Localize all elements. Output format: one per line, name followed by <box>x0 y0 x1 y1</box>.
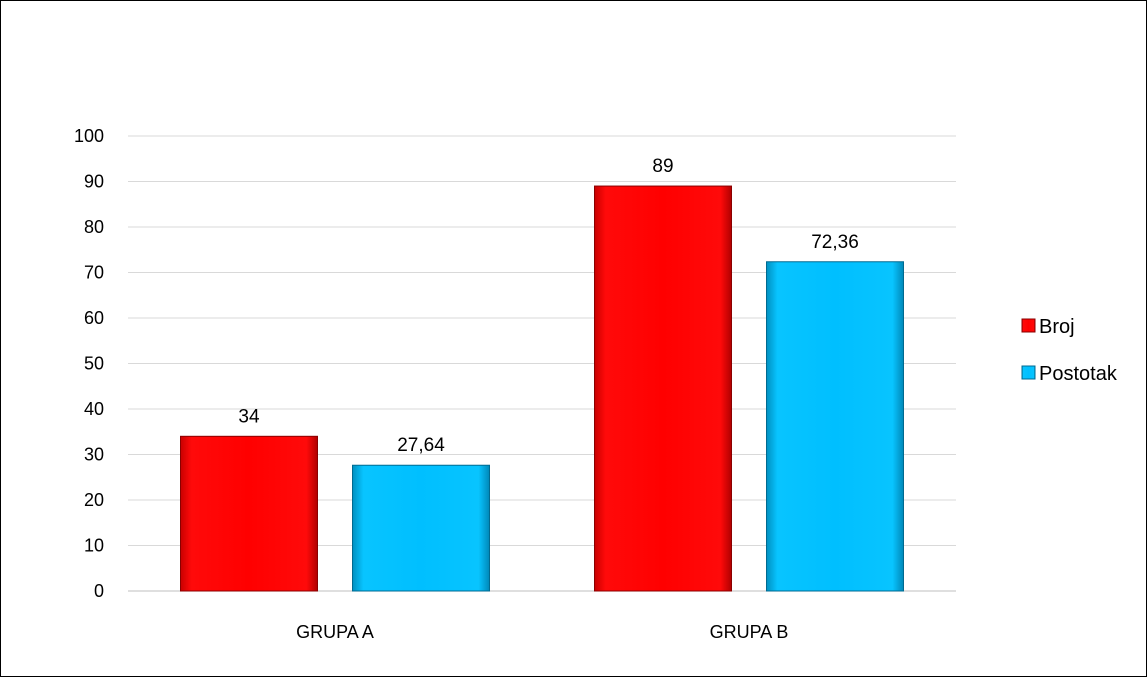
y-tick-label: 20 <box>84 490 104 510</box>
data-label: 27,64 <box>397 435 445 456</box>
legend-label-broj: Broj <box>1039 316 1075 338</box>
category-label: GRUPA A <box>296 622 374 642</box>
data-label: 72,36 <box>811 232 859 253</box>
bar-broj-grupa-b <box>594 185 732 592</box>
bar-postotak-grupa-a <box>352 464 490 592</box>
x-axis-category-labels: GRUPA A GRUPA B <box>296 622 788 642</box>
y-tick-label: 40 <box>84 399 104 419</box>
bar-broj-grupa-a <box>180 435 318 592</box>
category-label: GRUPA B <box>710 622 789 642</box>
y-tick-label: 50 <box>84 354 104 374</box>
y-tick-label: 10 <box>84 536 104 556</box>
y-tick-label: 100 <box>74 126 104 146</box>
legend-label-postotak: Postotak <box>1039 363 1118 385</box>
y-tick-label: 90 <box>84 172 104 192</box>
y-tick-label: 80 <box>84 217 104 237</box>
legend-swatch-postotak <box>1021 365 1036 380</box>
data-label: 89 <box>652 156 673 177</box>
y-axis-tick-labels: 0 10 20 30 40 50 60 70 80 90 100 <box>74 126 104 601</box>
bar-postotak-grupa-b <box>766 261 904 592</box>
y-tick-label: 60 <box>84 308 104 328</box>
legend-swatch-broj <box>1021 318 1036 333</box>
y-tick-label: 70 <box>84 263 104 283</box>
bars <box>180 185 904 592</box>
y-tick-label: 0 <box>94 581 104 601</box>
data-label: 34 <box>238 406 260 427</box>
legend: Broj Postotak <box>1021 316 1118 385</box>
y-tick-label: 30 <box>84 445 104 465</box>
data-labels: 34 27,64 89 72,36 <box>238 156 858 456</box>
